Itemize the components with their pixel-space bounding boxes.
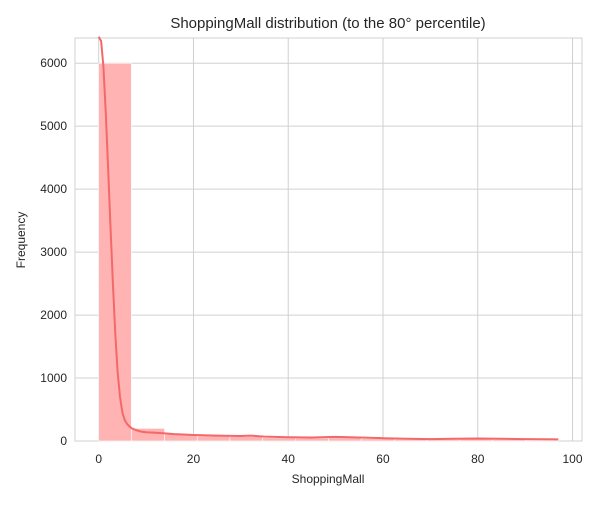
x-tick-label: 20 [187, 452, 201, 466]
y-tick-label: 3000 [40, 245, 67, 259]
x-axis-label: ShoppingMall [292, 472, 365, 486]
y-tick-label: 2000 [40, 308, 67, 322]
histogram-bar [229, 436, 263, 442]
y-axis-label: Frequency [14, 212, 28, 269]
x-tick-label: 0 [95, 452, 102, 466]
plot-background [75, 38, 582, 441]
x-tick-labels: 0 20 40 60 80 100 [95, 452, 583, 466]
y-tick-label: 6000 [40, 56, 67, 70]
kde-line [97, 36, 559, 441]
y-tick-label: 0 [60, 434, 67, 448]
chart-title: ShoppingMall distribution (to the 80° pe… [170, 15, 485, 32]
y-tick-labels: 0 1000 2000 3000 4000 5000 6000 [40, 56, 67, 448]
grid-lines [74, 37, 583, 442]
x-tick-label: 60 [376, 452, 390, 466]
y-tick-label: 5000 [40, 119, 67, 133]
y-tick-label: 4000 [40, 182, 67, 196]
y-tick-label: 1000 [40, 371, 67, 385]
x-tick-label: 80 [471, 452, 485, 466]
histogram-bar [262, 437, 297, 442]
histogram-bar [98, 62, 132, 442]
histogram-bar [295, 437, 329, 442]
x-tick-label: 40 [282, 452, 296, 466]
x-tick-label: 100 [563, 452, 583, 466]
